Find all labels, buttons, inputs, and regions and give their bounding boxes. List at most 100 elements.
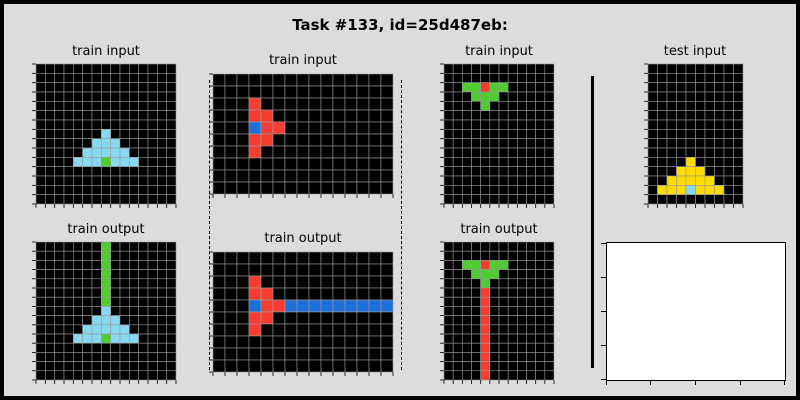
grid-cell — [647, 185, 658, 195]
grid-cell — [166, 101, 177, 111]
grid-cell — [344, 121, 358, 135]
grid-cell — [129, 73, 139, 83]
grid-cell — [284, 323, 298, 337]
grid-cell — [35, 250, 46, 261]
grid-cell — [45, 91, 55, 102]
grid-cell — [544, 138, 555, 149]
grid-cell — [685, 101, 696, 111]
ex1-input-label: train input — [72, 44, 140, 59]
grid-cell — [452, 306, 463, 316]
grid-cell — [63, 138, 74, 149]
grid-cell — [368, 359, 382, 373]
grid-cell — [733, 110, 744, 121]
grid-cell — [129, 185, 139, 195]
grid-cell — [676, 73, 687, 83]
grid-cell — [666, 194, 677, 205]
grid-cell — [73, 129, 83, 139]
grid-cell — [82, 147, 93, 158]
grid-cell — [517, 91, 527, 102]
grid-cell — [54, 147, 65, 158]
grid-cell — [462, 129, 472, 139]
grid-cell — [138, 166, 149, 177]
grid-cell — [236, 251, 250, 265]
grid-cell — [63, 175, 74, 186]
grid-cell — [82, 110, 93, 121]
grid-cell — [507, 250, 518, 261]
grid-cell — [723, 175, 734, 186]
grid-cell — [344, 347, 358, 361]
grid-cell — [517, 342, 527, 353]
grid-cell — [166, 194, 177, 205]
grid-cell — [45, 306, 55, 316]
grid-cell — [356, 73, 370, 87]
grid-cell — [54, 342, 65, 353]
grid-cell — [119, 147, 130, 158]
grid-cell — [166, 269, 177, 280]
grid-cell — [119, 342, 130, 353]
grid-cell — [119, 287, 130, 298]
grid-cell — [224, 121, 238, 135]
grid-cell — [272, 181, 286, 195]
grid-cell — [647, 119, 658, 130]
grid-cell — [380, 311, 394, 325]
grid-cell — [489, 269, 500, 280]
grid-cell — [296, 275, 310, 289]
grid-cell — [157, 278, 167, 289]
grid-cell — [54, 287, 65, 298]
grid-cell — [157, 73, 167, 83]
grid-cell — [526, 278, 536, 289]
grid-cell — [498, 110, 509, 121]
grid-cell — [224, 97, 238, 111]
grid-cell — [138, 138, 149, 149]
grid-cell — [480, 269, 491, 280]
grid-cell — [129, 306, 139, 316]
grid-cell — [489, 138, 500, 149]
grid-cell — [119, 138, 130, 149]
grid-cell — [54, 138, 65, 149]
grid-cell — [517, 82, 527, 93]
grid-cell — [380, 73, 394, 87]
grid-cell — [685, 129, 696, 139]
grid-cell — [480, 342, 491, 353]
grid-cell — [544, 147, 555, 158]
grid-cell — [35, 370, 46, 381]
grid-cell — [526, 361, 536, 372]
grid-cell — [535, 129, 546, 139]
grid-cell — [452, 101, 463, 111]
grid-cell — [236, 97, 250, 111]
grid-cell — [166, 315, 177, 326]
answer-tick-y — [601, 243, 606, 244]
grid-cell — [308, 169, 322, 183]
grid-cell — [54, 361, 65, 372]
grid-cell — [248, 97, 262, 111]
grid-cell — [110, 101, 121, 111]
grid-cell — [489, 315, 500, 326]
grid-cell — [54, 129, 65, 139]
grid-cell — [101, 101, 111, 111]
grid-cell — [129, 324, 139, 335]
grid-cell — [248, 275, 262, 289]
grid-cell — [82, 185, 93, 195]
grid-cell — [73, 315, 83, 326]
grid-cell — [308, 181, 322, 195]
grid-cell — [224, 263, 238, 277]
grid-cell — [443, 287, 454, 298]
grid-cell — [82, 370, 93, 381]
grid-cell — [272, 263, 286, 277]
grid-cell — [63, 157, 74, 167]
grid-cell — [119, 110, 130, 121]
answer-tick-x — [650, 380, 651, 385]
grid-cell — [356, 263, 370, 277]
grid-cell — [733, 73, 744, 83]
grid-cell — [91, 324, 102, 335]
grid-cell — [526, 166, 536, 177]
grid-cell — [380, 133, 394, 147]
grid-cell — [308, 263, 322, 277]
grid-cell — [489, 110, 500, 121]
grid-cell — [462, 296, 472, 307]
grid-cell — [147, 287, 158, 298]
grid-cell — [308, 85, 322, 99]
grid-cell — [119, 260, 130, 270]
grid-cell — [260, 181, 274, 195]
grid-cell — [284, 157, 298, 171]
